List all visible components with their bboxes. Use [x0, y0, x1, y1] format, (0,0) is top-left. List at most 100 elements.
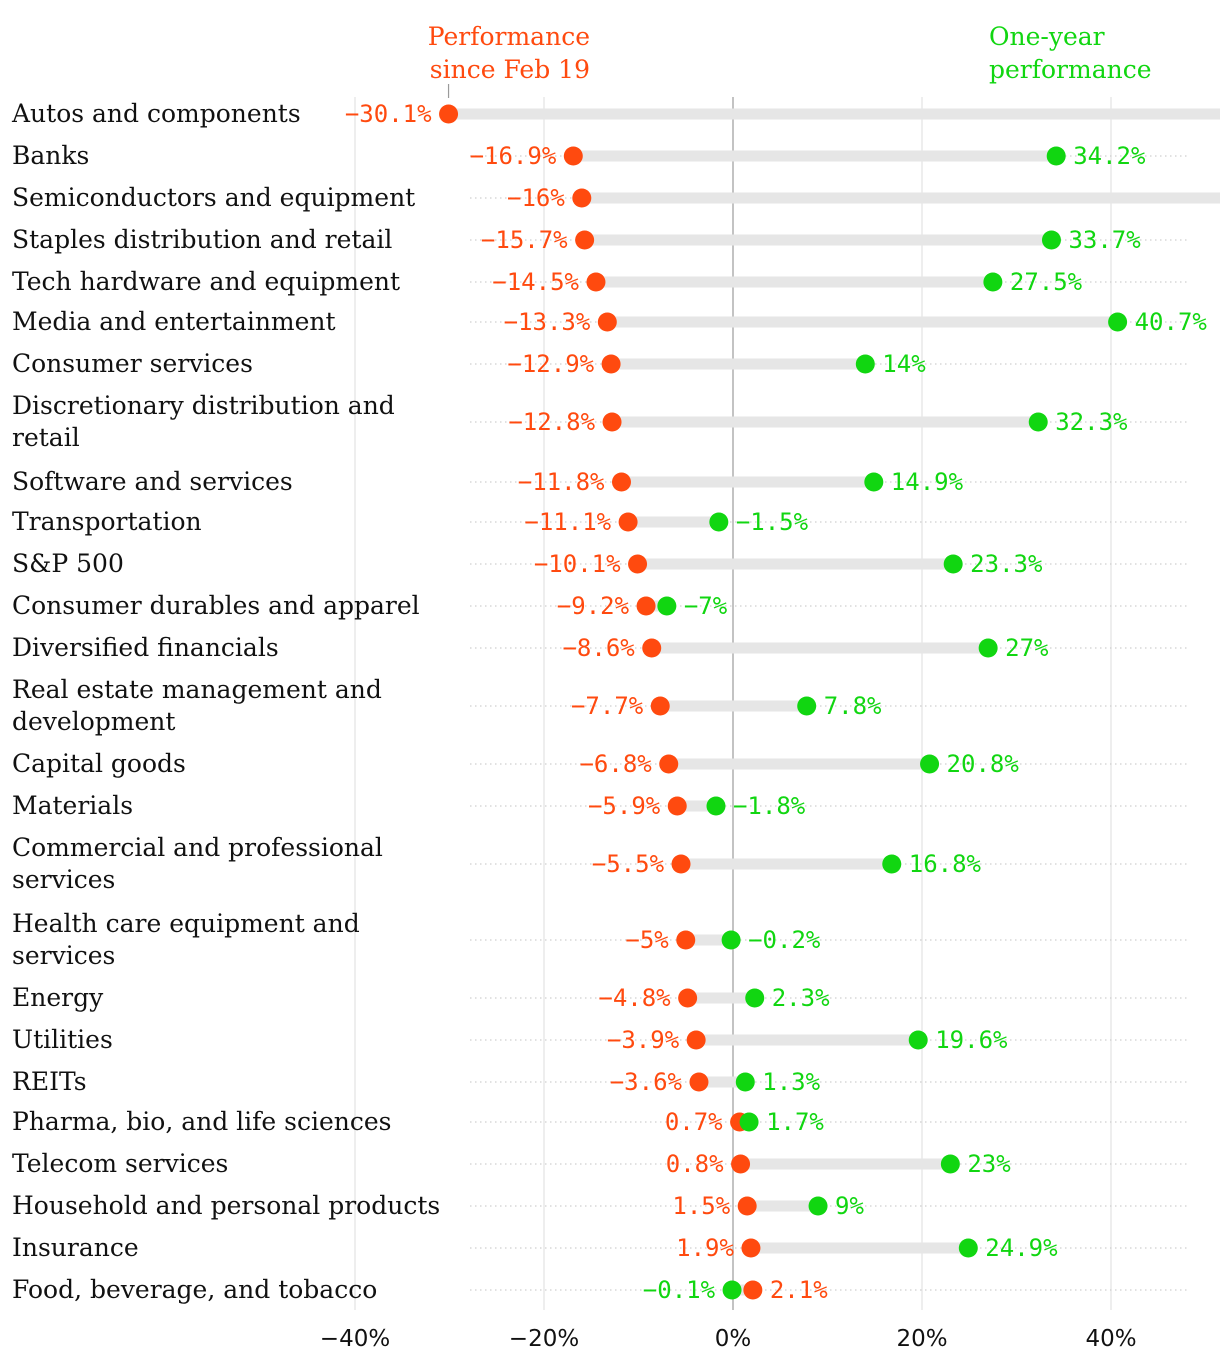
- since-feb19-value-label: −11.8%: [518, 468, 605, 496]
- one-year-dot: [920, 754, 940, 774]
- row-23: Household and personal products 1.5% 9%: [12, 1191, 1190, 1220]
- one-year-value-label: −0.2%: [748, 926, 821, 954]
- row-10: S&P 500 −10.1% 23.3%: [12, 549, 1190, 578]
- since-feb19-dot: [628, 554, 648, 574]
- one-year-dot: [721, 930, 741, 950]
- row-12: Diversified financials −8.6% 27%: [12, 633, 1190, 662]
- category-label: retail: [12, 423, 80, 452]
- since-feb19-dot: [563, 146, 583, 166]
- since-feb19-value-label: −13.3%: [504, 308, 591, 336]
- since-feb19-dot: [743, 1280, 763, 1300]
- one-year-value-label: 40.7%: [1135, 308, 1208, 336]
- since-feb19-dot: [618, 512, 638, 532]
- since-feb19-dot: [439, 104, 459, 124]
- since-feb19-value-label: −9.2%: [557, 592, 630, 620]
- since-feb19-value-label: −8.6%: [562, 634, 635, 662]
- x-tick-label-2: 0%: [715, 1326, 752, 1352]
- row-18: Energy −4.8% 2.3%: [12, 983, 1190, 1012]
- legend-one-year: performance: [989, 55, 1152, 84]
- category-label: Staples distribution and retail: [12, 225, 392, 254]
- one-year-value-label: 23.3%: [970, 550, 1043, 578]
- since-feb19-value-label: −5.9%: [588, 792, 661, 820]
- since-feb19-dot: [602, 412, 622, 432]
- one-year-dot: [808, 1196, 828, 1216]
- row-8: Software and services −11.8% 14.9%: [12, 467, 1190, 496]
- one-year-dot: [1041, 230, 1061, 250]
- since-feb19-dot: [659, 754, 679, 774]
- one-year-dot: [958, 1238, 978, 1258]
- category-label: Real estate management and: [12, 675, 382, 704]
- row-3: Staples distribution and retail −15.7% 33.…: [12, 225, 1190, 254]
- x-tick-label-1: −20%: [509, 1326, 579, 1352]
- one-year-dot: [864, 472, 884, 492]
- x-tick-label-4: 40%: [1085, 1326, 1136, 1352]
- one-year-value-label: 1.7%: [766, 1108, 824, 1136]
- since-feb19-value-label: 1.5%: [672, 1192, 730, 1220]
- since-feb19-dot: [597, 312, 617, 332]
- row-17: Health care equipment and services −5% −0.2…: [12, 909, 1190, 970]
- since-feb19-dot: [667, 796, 687, 816]
- category-label: Household and personal products: [12, 1191, 440, 1220]
- category-label: Materials: [12, 791, 133, 820]
- rows: Autos and components−30.1%54.5%Banks−16.…: [11, 99, 1220, 1304]
- category-label: Energy: [12, 983, 104, 1012]
- since-feb19-dot: [741, 1238, 761, 1258]
- since-feb19-value-label: −3.6%: [610, 1068, 683, 1096]
- one-year-value-label: 24.9%: [985, 1234, 1058, 1262]
- one-year-value-label: 27%: [1005, 634, 1049, 662]
- category-label: Transportation: [12, 507, 202, 536]
- row-13: Real estate management and development −7.…: [12, 675, 1190, 736]
- one-year-value-label: 23%: [967, 1150, 1011, 1178]
- category-label: Autos and components: [11, 99, 301, 128]
- one-year-dot: [657, 596, 677, 616]
- one-year-dot: [797, 696, 817, 716]
- one-year-value-label: 33.7%: [1068, 226, 1141, 254]
- one-year-dot: [983, 272, 1003, 292]
- category-label: services: [12, 941, 115, 970]
- one-year-value-label: −1.8%: [733, 792, 806, 820]
- since-feb19-value-label: 2.1%: [770, 1276, 828, 1304]
- since-feb19-dot: [572, 188, 592, 208]
- category-label: Pharma, bio, and life sciences: [12, 1107, 392, 1136]
- row-6: Consumer services −12.9% 14%: [12, 349, 1190, 378]
- category-label: Tech hardware and equipment: [12, 267, 400, 296]
- since-feb19-dot: [611, 472, 631, 492]
- since-feb19-value-label: −14.5%: [492, 268, 579, 296]
- since-feb19-value-label: −16%: [507, 184, 565, 212]
- x-tick-label-0: −40%: [320, 1326, 390, 1352]
- one-year-value-label: 7.8%: [824, 692, 882, 720]
- since-feb19-value-label: −6.8%: [579, 750, 652, 778]
- row-14: Capital goods −6.8% 20.8%: [12, 749, 1190, 778]
- one-year-dot: [722, 1280, 742, 1300]
- since-feb19-dot: [642, 638, 662, 658]
- since-feb19-dot: [737, 1196, 757, 1216]
- row-11: Consumer durables and apparel −9.2% −7%: [12, 591, 1190, 620]
- since-feb19-dot: [678, 988, 698, 1008]
- row-2: Semiconductors and equipment−16%75.3%: [12, 183, 1220, 212]
- one-year-value-label: 27.5%: [1010, 268, 1083, 296]
- one-year-dot: [735, 1072, 755, 1092]
- one-year-value-label: 14%: [882, 350, 926, 378]
- category-label: Consumer durables and apparel: [12, 591, 420, 620]
- since-feb19-value-label: −10.1%: [534, 550, 621, 578]
- since-feb19-dot: [586, 272, 606, 292]
- since-feb19-value-label: −16.9%: [470, 142, 557, 170]
- one-year-value-label: −1.5%: [736, 508, 809, 536]
- category-label: Capital goods: [12, 749, 186, 778]
- since-feb19-value-label: 0.7%: [665, 1108, 723, 1136]
- category-label: Commercial and professional: [12, 833, 383, 862]
- one-year-dot: [1108, 312, 1128, 332]
- one-year-dot: [908, 1030, 928, 1050]
- category-label: Telecom services: [12, 1149, 228, 1178]
- since-feb19-value-label: −7.7%: [571, 692, 644, 720]
- since-feb19-dot: [671, 854, 691, 874]
- one-year-dot: [706, 796, 726, 816]
- legend-one-year: One-year: [989, 22, 1105, 51]
- one-year-value-label: 16.8%: [909, 850, 982, 878]
- since-feb19-dot: [676, 930, 696, 950]
- since-feb19-value-label: −3.9%: [607, 1026, 680, 1054]
- one-year-value-label: −0.1%: [643, 1276, 716, 1304]
- category-label: development: [12, 707, 175, 736]
- category-label: Banks: [12, 141, 89, 170]
- one-year-value-label: 14.9%: [891, 468, 964, 496]
